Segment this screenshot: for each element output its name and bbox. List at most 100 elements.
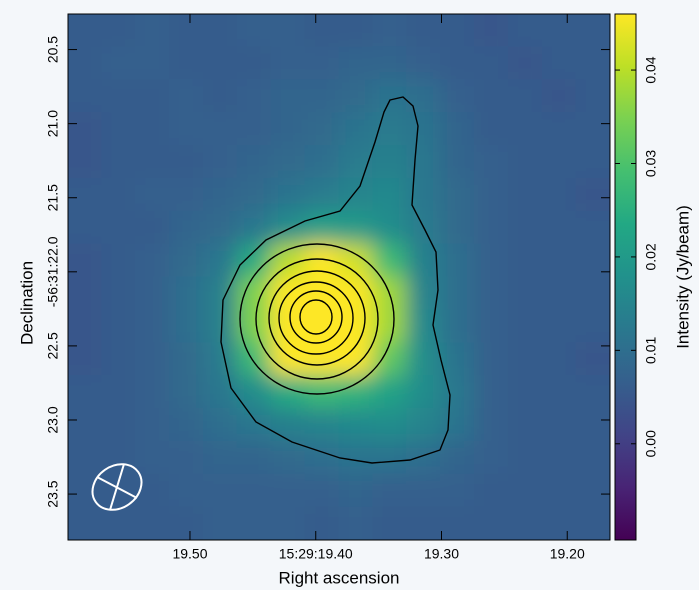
contours (220, 96, 451, 464)
image-pixel (338, 506, 374, 540)
image-pixel (338, 408, 374, 442)
image-pixel (507, 440, 543, 475)
image-pixel (507, 145, 543, 179)
image-pixel (270, 46, 306, 81)
image-pixel (135, 408, 171, 442)
colorbar-label: Intensity (Jy/beam) (673, 205, 692, 349)
image-pixel (474, 177, 509, 212)
image-pixel (101, 506, 137, 540)
image-pixel (507, 276, 543, 311)
image-pixel (507, 46, 543, 81)
image-pixel (338, 309, 374, 344)
image-pixel (236, 79, 272, 114)
x-axis-label: Right ascension (279, 568, 400, 587)
image-pixel (440, 14, 475, 48)
image-pixel (440, 145, 475, 179)
image-pixel (338, 79, 374, 114)
image-pixel (575, 112, 610, 146)
image-pixel (575, 440, 610, 475)
image-pixel (169, 177, 204, 212)
image-pixel (68, 79, 103, 114)
image-pixel (474, 342, 509, 377)
image-pixel (575, 14, 610, 48)
image-pixel (270, 177, 306, 212)
image-pixel (68, 46, 103, 81)
image-pixel (203, 79, 238, 114)
image-pixel (372, 243, 408, 278)
image-pixel (440, 177, 475, 212)
image-pixel (68, 243, 103, 278)
image-pixel (203, 309, 238, 344)
image-pixel (474, 440, 509, 475)
image-pixel (507, 309, 543, 344)
image-pixel (541, 440, 577, 475)
image-pixel (68, 145, 103, 179)
image-pixel (169, 112, 204, 146)
image-pixel (474, 473, 509, 508)
image-pixel (135, 309, 171, 344)
image-pixel (68, 177, 103, 212)
image-pixel (203, 14, 238, 48)
image-pixel (236, 145, 272, 179)
colorbar-tick-label: 0.02 (643, 243, 659, 270)
image-pixel (507, 473, 543, 508)
image-pixel (372, 46, 408, 81)
image-pixel (575, 473, 610, 508)
image-pixel (270, 506, 306, 540)
image-pixel (101, 14, 137, 48)
image-pixel (474, 112, 509, 146)
contour (220, 96, 451, 464)
image-pixel (507, 177, 543, 212)
colorbar-tick-label: 0.01 (643, 337, 659, 364)
image-pixel (203, 473, 238, 508)
image-pixel (169, 46, 204, 81)
contour (255, 258, 379, 380)
image-pixel (575, 145, 610, 179)
y-tick-label: 21.5 (45, 184, 61, 211)
image-pixel (541, 506, 577, 540)
image-pixel (135, 440, 171, 475)
image-pixel (169, 79, 204, 114)
image-pixel (406, 473, 442, 508)
image-pixel (169, 309, 204, 344)
image-pixel (135, 375, 171, 409)
image-pixel (541, 145, 577, 179)
image-pixel (338, 210, 374, 245)
contour (239, 243, 395, 395)
image-pixel (474, 79, 509, 114)
image-pixel (406, 506, 442, 540)
image-pixel (135, 276, 171, 311)
colorbar-tick-label: 0.00 (643, 430, 659, 457)
image-pixel (474, 243, 509, 278)
y-tick-label: -56:31:22.0 (45, 236, 61, 307)
image-pixel (101, 145, 137, 179)
image-pixel (101, 79, 137, 114)
image-pixel (372, 342, 408, 377)
image-pixel (101, 177, 137, 212)
image-pixel (406, 145, 442, 179)
beam-axis (109, 463, 125, 511)
image-pixel (406, 46, 442, 81)
plot-frame (67, 13, 611, 541)
image-pixel (304, 473, 340, 508)
x-tick-label: 19.30 (424, 546, 459, 562)
image-pixel (474, 46, 509, 81)
y-tick-label: 23.0 (45, 406, 61, 433)
image-pixel (135, 14, 171, 48)
image-pixel (372, 375, 408, 409)
image-pixel (440, 342, 475, 377)
image-pixel (541, 112, 577, 146)
image-pixel (304, 177, 340, 212)
image-pixel (270, 342, 306, 377)
image-pixel (101, 375, 137, 409)
image-pixel (101, 276, 137, 311)
beam (91, 463, 143, 511)
image-pixel (372, 473, 408, 508)
image-pixel (101, 408, 137, 442)
image-pixel (541, 309, 577, 344)
image-pixel (68, 276, 103, 311)
image-pixel (474, 210, 509, 245)
image-pixel (135, 177, 171, 212)
image-pixel (575, 276, 610, 311)
image-pixel (169, 210, 204, 245)
